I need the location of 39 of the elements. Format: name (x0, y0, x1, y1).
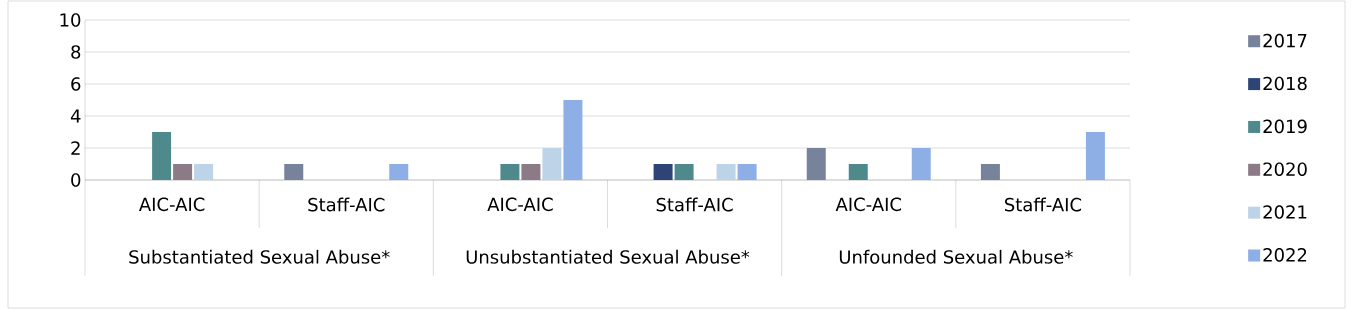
x-tick-label: Staff-AIC (308, 197, 385, 212)
bar (911, 148, 931, 180)
bar (521, 164, 541, 180)
bar (152, 132, 172, 180)
legend-label: 2021 (1263, 205, 1307, 219)
bar (1085, 132, 1105, 180)
legend-label: 2018 (1263, 76, 1307, 91)
bar (542, 148, 562, 180)
x-tick-label: AIC-AIC (487, 197, 553, 212)
text: Unfounded Sexual Abuse* (839, 249, 1073, 264)
bar (173, 164, 193, 180)
bar (674, 164, 694, 180)
y-tick-label: 2 (71, 141, 80, 155)
bar (389, 164, 409, 180)
bar (284, 164, 304, 180)
legend-label: 2022 (1263, 248, 1307, 262)
y-tick-label: 0 (71, 173, 81, 187)
y-tick-label: 4 (70, 109, 81, 123)
legend-label: 2019 (1263, 119, 1307, 134)
bar (806, 148, 826, 180)
legend-label: 2020 (1263, 162, 1307, 176)
bar (980, 164, 1000, 180)
legend-label: 2017 (1263, 33, 1307, 48)
x-tick-label: Staff-AIC (656, 197, 733, 212)
y-tick-label: 6 (71, 77, 81, 91)
bar (653, 164, 673, 180)
bar (737, 164, 757, 180)
x-tick-label: AIC-AIC (138, 197, 205, 212)
text: Substantiated Sexual Abuse* (129, 249, 390, 264)
bar (194, 164, 214, 180)
bar (848, 164, 868, 180)
bar (716, 164, 736, 180)
x-tick-label: AIC-AIC (835, 197, 902, 212)
y-tick-label: 10 (60, 13, 81, 27)
bar (500, 164, 520, 180)
y-tick-label: 8 (71, 45, 81, 59)
text: Unsubstantiated Sexual Abuse* (466, 249, 750, 264)
bar (563, 100, 583, 180)
x-tick-label: Staff-AIC (1005, 197, 1082, 212)
